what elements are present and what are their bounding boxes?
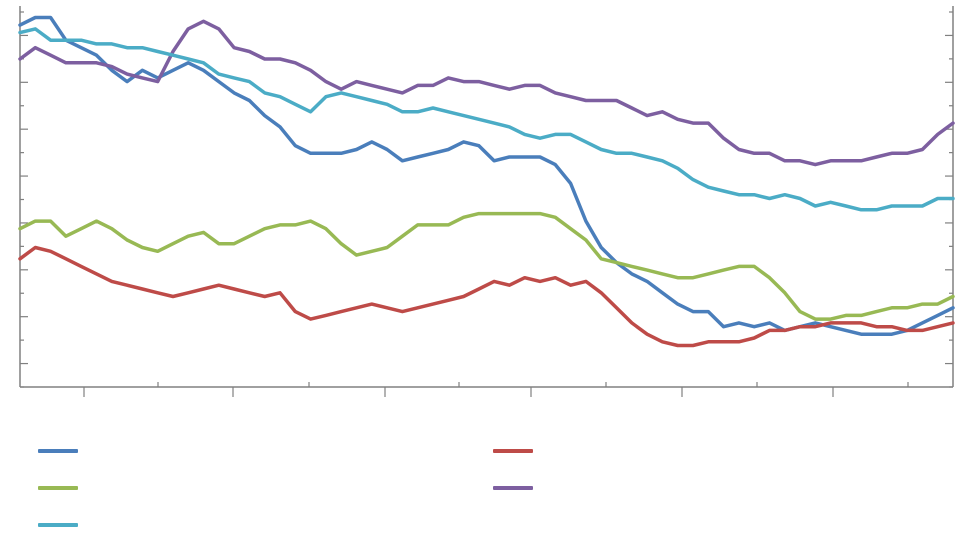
chart-axes	[19, 6, 954, 397]
series-line-2	[18, 245, 955, 348]
chart-plot-area	[18, 15, 955, 348]
series-line-4	[18, 19, 955, 167]
series-line-3	[18, 211, 955, 321]
series-line-5	[18, 27, 955, 212]
